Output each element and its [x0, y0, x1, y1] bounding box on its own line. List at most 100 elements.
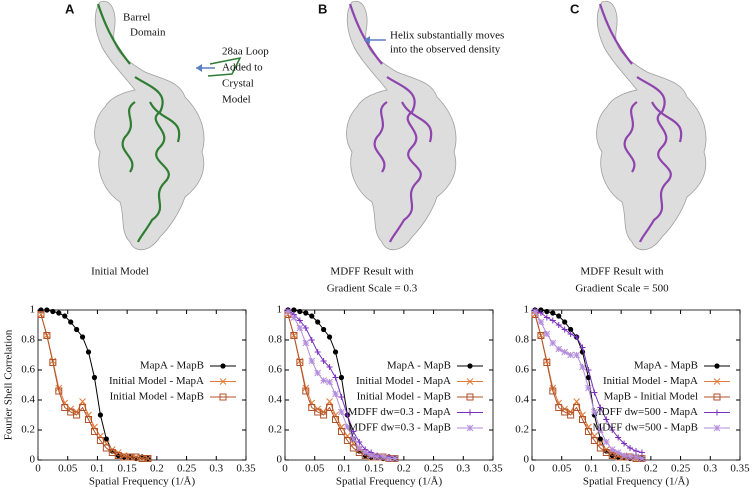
- y-tick-label: 0.6: [268, 364, 282, 376]
- x-tick-label: 0.05: [305, 463, 325, 475]
- marker: [343, 437, 351, 444]
- marker: [561, 326, 568, 333]
- marker: [531, 308, 539, 315]
- marker: [332, 416, 340, 423]
- marker: [338, 374, 345, 381]
- annotation: into the observed density: [390, 44, 501, 56]
- marker: [344, 423, 351, 431]
- y-tick-label: 0.8: [268, 334, 282, 346]
- marker: [579, 363, 586, 371]
- marker: [302, 387, 310, 395]
- marker: [544, 308, 550, 315]
- marker: [573, 334, 580, 340]
- loop: [207, 56, 242, 77]
- marker: [309, 313, 315, 319]
- annotation: Model: [222, 94, 251, 106]
- marker: [562, 319, 568, 325]
- x-tick-label: 0.1: [91, 463, 105, 475]
- marker: [326, 334, 333, 340]
- marker: [308, 357, 316, 365]
- legend-label: Initial Model - MapA: [603, 375, 698, 387]
- x-tick-label: 0.1: [338, 463, 352, 475]
- marker: [627, 445, 634, 451]
- y-tick-label: 0.2: [268, 424, 282, 436]
- x-tick-label: 0.35: [730, 463, 750, 475]
- marker: [556, 313, 562, 319]
- marker: [350, 428, 357, 435]
- panel-a-image: [94, 0, 242, 251]
- marker: [332, 349, 339, 355]
- plot-frame: [37, 309, 247, 461]
- marker: [296, 324, 304, 332]
- annotation: Added to: [222, 62, 263, 74]
- x-tick-label: 0.2: [397, 463, 411, 475]
- marker: [79, 398, 86, 405]
- marker: [326, 404, 334, 411]
- y-tick-label: 1: [524, 304, 530, 316]
- marker: [44, 307, 50, 313]
- marker: [543, 359, 551, 366]
- marker: [144, 455, 152, 462]
- x-tick-label: 0.35: [236, 463, 256, 475]
- legend-label: MDFF dw=0.3 - MapA: [348, 406, 451, 418]
- y-tick-label: 0.6: [515, 364, 529, 376]
- marker: [144, 455, 152, 462]
- marker: [549, 387, 557, 395]
- legend-marker: [466, 393, 474, 401]
- marker: [573, 398, 580, 405]
- x-tick-label: 0: [529, 463, 535, 475]
- marker: [573, 404, 581, 411]
- marker: [102, 444, 110, 452]
- marker: [585, 367, 592, 373]
- marker: [303, 310, 309, 316]
- marker: [284, 308, 292, 315]
- y-tick-label: 1: [277, 304, 283, 316]
- y-tick-label: 0.4: [268, 394, 282, 406]
- legend-marker: [219, 393, 227, 401]
- marker: [290, 314, 298, 321]
- x-tick-label: 0.25: [424, 463, 444, 475]
- marker: [50, 308, 56, 315]
- marker: [321, 326, 327, 333]
- annotation: Barrel: [123, 12, 150, 24]
- marker: [609, 427, 616, 433]
- marker: [85, 349, 92, 355]
- x-tick-label: 0.1: [585, 463, 599, 475]
- marker: [90, 428, 98, 435]
- marker: [296, 359, 304, 366]
- marker: [543, 314, 550, 321]
- marker: [37, 311, 45, 318]
- marker: [621, 440, 628, 447]
- marker: [96, 437, 104, 444]
- legend-marker: [713, 378, 721, 385]
- series-line: [40, 314, 148, 459]
- arrow-head: [364, 36, 370, 44]
- marker: [291, 307, 297, 313]
- x-tick-label: 0.3: [209, 463, 223, 475]
- marker: [620, 452, 628, 459]
- y-tick-label: 0.4: [515, 394, 529, 406]
- marker: [103, 436, 109, 442]
- legend-label: MDFF dw=0.3 - MapB: [348, 422, 451, 434]
- marker: [320, 358, 327, 364]
- marker: [549, 339, 557, 347]
- annotation: 28aa Loop: [222, 46, 269, 58]
- marker: [597, 436, 603, 442]
- annotation: Domain: [130, 27, 166, 39]
- legend-marker: [219, 378, 227, 385]
- marker: [633, 448, 639, 454]
- marker: [579, 416, 587, 423]
- legend-label: MDFF dw=500 - MapB: [592, 422, 698, 434]
- marker: [355, 444, 363, 452]
- y-tick-label: 0.4: [21, 394, 35, 406]
- x-tick-label: 0.15: [612, 463, 632, 475]
- marker: [302, 339, 310, 347]
- legend-label: Initial Model - MapA: [356, 375, 451, 387]
- marker: [55, 387, 63, 395]
- marker: [344, 412, 351, 418]
- marker: [568, 326, 574, 333]
- x-tick-label: 0.35: [483, 463, 503, 475]
- panel-letter: B: [318, 1, 327, 16]
- marker: [74, 326, 80, 333]
- marker: [326, 378, 333, 386]
